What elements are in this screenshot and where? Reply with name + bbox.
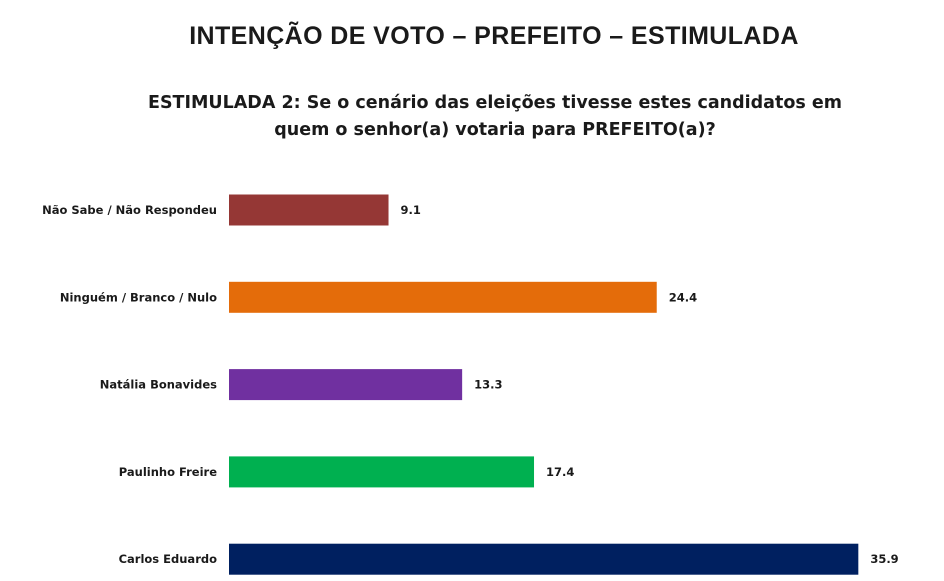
chart-subtitle: ESTIMULADA 2: Se o cenário das eleições …: [147, 93, 842, 140]
value-label: 13.3: [474, 378, 502, 392]
chart-title: INTENÇÃO DE VOTO – PREFEITO – ESTIMULADA: [189, 22, 799, 50]
bar: [229, 369, 463, 401]
category-label: Carlos Eduardo: [119, 552, 218, 566]
category-label: Natália Bonavides: [100, 378, 217, 392]
bar: [229, 281, 657, 313]
bar: [229, 194, 389, 226]
value-label: 17.4: [546, 465, 574, 479]
value-label: 35.9: [870, 552, 898, 566]
value-label: 24.4: [669, 290, 697, 304]
category-label: Não Sabe / Não Respondeu: [42, 203, 217, 217]
value-label: 9.1: [401, 203, 421, 217]
category-label: Paulinho Freire: [119, 465, 217, 479]
bar: [229, 456, 535, 488]
category-label: Ninguém / Branco / Nulo: [60, 290, 217, 304]
bar: [229, 543, 859, 575]
